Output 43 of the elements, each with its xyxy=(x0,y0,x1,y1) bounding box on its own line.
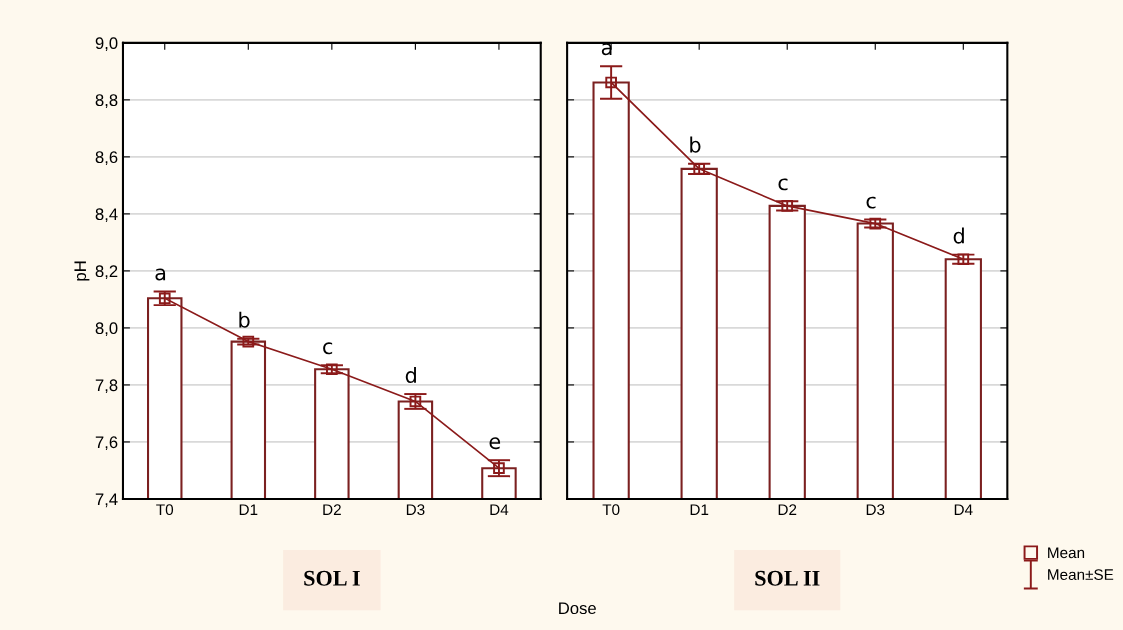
y-axis-title: pH xyxy=(74,261,90,281)
x-tick-label: D4 xyxy=(954,504,973,515)
x-tick-label: D3 xyxy=(406,504,425,516)
x-tick-label: D2 xyxy=(778,504,797,515)
point xyxy=(493,462,505,474)
annotation: d xyxy=(405,366,416,384)
y-tick-label: 8,0 xyxy=(95,322,118,337)
x-tick-label: D3 xyxy=(866,504,885,516)
y-tick-label: 8,2 xyxy=(95,265,118,280)
point xyxy=(957,253,970,266)
annotation: c xyxy=(778,178,788,191)
y-tick-label: 7,8 xyxy=(95,379,118,394)
point xyxy=(409,395,422,408)
y-tick-label: 8,4 xyxy=(95,208,118,223)
annotation: c xyxy=(866,196,876,209)
legend-label: Mean xyxy=(1048,547,1085,559)
y-tick-label: 7,6 xyxy=(95,436,118,451)
x-tick-label: T0 xyxy=(602,504,620,516)
x-tick-label: D1 xyxy=(690,504,709,515)
x-tick-label: D4 xyxy=(490,504,509,515)
x-tick-label: D2 xyxy=(323,504,341,515)
text: Mean±SE xyxy=(1048,569,1114,581)
point xyxy=(242,335,255,348)
point xyxy=(326,363,338,376)
x-tick-label: D1 xyxy=(239,504,258,515)
y-tick-label: 8,6 xyxy=(95,151,118,166)
point xyxy=(158,292,171,305)
annotation: c xyxy=(323,342,333,355)
point xyxy=(869,217,882,230)
y-tick-label: 9,0 xyxy=(95,37,118,52)
x-axis-title: Dose xyxy=(559,602,596,615)
point xyxy=(605,76,617,89)
annotation: b xyxy=(690,136,701,153)
x-tick-label: T0 xyxy=(156,504,174,516)
annotation: a xyxy=(155,268,166,281)
y-tick-label: 8,8 xyxy=(95,94,118,109)
point xyxy=(781,200,794,212)
annotation: b xyxy=(239,311,250,328)
annotation: d xyxy=(953,227,964,244)
text: SOL II xyxy=(755,570,820,586)
y-tick-label: 7,4 xyxy=(95,493,118,508)
annotation: e xyxy=(489,437,501,450)
text: SOL I xyxy=(304,570,360,586)
